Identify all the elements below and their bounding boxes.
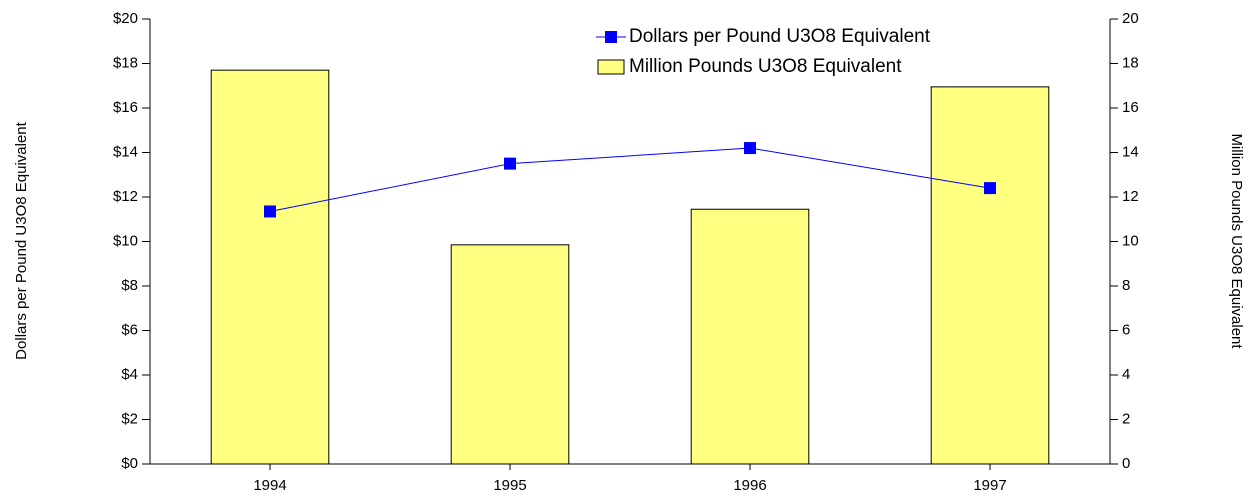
y-tick-label: $18 [113, 54, 138, 71]
legend-swatch [597, 59, 625, 75]
y2-tick-label: 2 [1122, 410, 1130, 427]
marker [984, 182, 996, 195]
bar [210, 69, 330, 465]
y-tick-label: $14 [113, 143, 138, 160]
bar [450, 244, 570, 465]
y2-tick-label: 0 [1122, 455, 1130, 472]
y2-tick-label: 12 [1122, 188, 1139, 205]
y2-tick-label: 10 [1122, 232, 1139, 249]
y2-tick-label: 20 [1122, 10, 1139, 27]
y2-tick-label: 18 [1122, 54, 1139, 71]
y-tick-label: $2 [121, 410, 138, 427]
y-tick-label: $12 [113, 188, 138, 205]
y2-tick-label: 8 [1122, 277, 1130, 294]
y-tick-label: $20 [113, 10, 138, 27]
marker [744, 142, 756, 155]
y2-tick-label: 4 [1122, 366, 1130, 383]
y2-tick-label: 14 [1122, 143, 1139, 160]
y2-tick-label: 16 [1122, 99, 1139, 116]
x-tick-label: 1994 [253, 477, 286, 494]
marker [264, 205, 276, 218]
y-tick-label: $10 [113, 232, 138, 249]
y-tick-label: $8 [121, 277, 138, 294]
legend-label: Dollars per Pound U3O8 Equivalent [629, 26, 931, 47]
marker [504, 157, 516, 170]
x-tick-label: 1995 [493, 477, 526, 494]
x-tick-label: 1997 [973, 477, 1006, 494]
line [269, 147, 991, 212]
y-tick-label: $0 [121, 455, 138, 472]
y2-axis-title: Million Pounds U3O8 Equivalent [1228, 133, 1245, 349]
legend-label: Million Pounds U3O8 Equivalent [629, 56, 902, 77]
legend-marker [605, 31, 617, 43]
y-tick-label: $6 [121, 321, 138, 338]
y-axis-title: Dollars per Pound U3O8 Equivalent [13, 121, 30, 359]
bar [690, 208, 810, 465]
x-tick-label: 1996 [733, 477, 766, 494]
y-tick-label: $16 [113, 99, 138, 116]
y2-tick-label: 6 [1122, 321, 1130, 338]
y-tick-label: $4 [121, 366, 138, 383]
bar [930, 86, 1050, 465]
